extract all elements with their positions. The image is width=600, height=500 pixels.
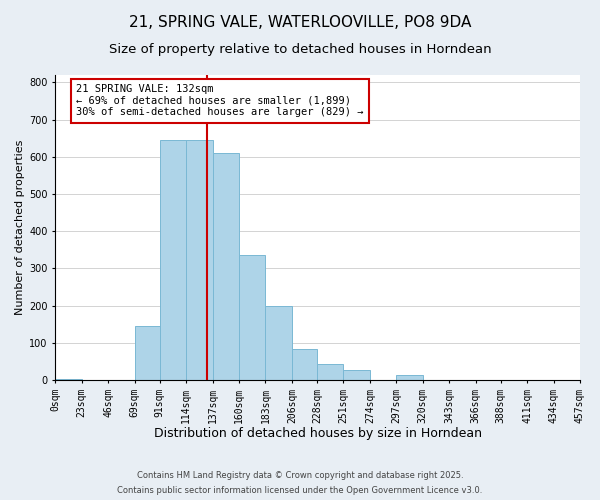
Bar	[55, 379, 82, 380]
Bar	[134, 326, 160, 380]
Text: 21 SPRING VALE: 132sqm
← 69% of detached houses are smaller (1,899)
30% of semi-: 21 SPRING VALE: 132sqm ← 69% of detached…	[76, 84, 364, 117]
Bar	[212, 153, 239, 380]
Y-axis label: Number of detached properties: Number of detached properties	[15, 140, 25, 315]
Text: 21, SPRING VALE, WATERLOOVILLE, PO8 9DA: 21, SPRING VALE, WATERLOOVILLE, PO8 9DA	[129, 15, 471, 30]
Bar	[265, 306, 292, 380]
Bar	[239, 256, 265, 380]
Bar	[317, 364, 343, 380]
X-axis label: Distribution of detached houses by size in Horndean: Distribution of detached houses by size …	[154, 427, 482, 440]
Bar	[292, 349, 317, 380]
Text: Size of property relative to detached houses in Horndean: Size of property relative to detached ho…	[109, 42, 491, 56]
Text: Contains public sector information licensed under the Open Government Licence v3: Contains public sector information licen…	[118, 486, 482, 495]
Text: Contains HM Land Registry data © Crown copyright and database right 2025.: Contains HM Land Registry data © Crown c…	[137, 471, 463, 480]
Bar	[343, 370, 370, 380]
Bar	[396, 376, 423, 380]
Bar	[160, 140, 186, 380]
Bar	[186, 140, 212, 380]
